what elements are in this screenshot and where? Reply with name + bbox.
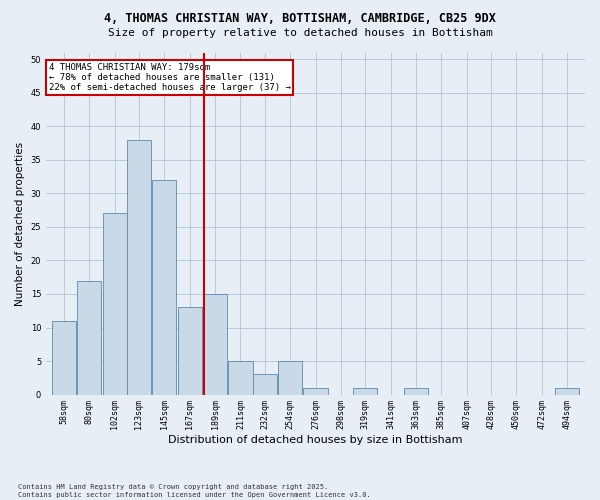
Bar [278, 361, 302, 394]
Text: 4 THOMAS CHRISTIAN WAY: 179sqm
← 78% of detached houses are smaller (131)
22% of: 4 THOMAS CHRISTIAN WAY: 179sqm ← 78% of … [49, 62, 290, 92]
Bar [178, 308, 202, 394]
Bar [253, 374, 277, 394]
Bar [404, 388, 428, 394]
Bar [353, 388, 377, 394]
Bar [304, 388, 328, 394]
X-axis label: Distribution of detached houses by size in Bottisham: Distribution of detached houses by size … [168, 435, 463, 445]
Bar [127, 140, 151, 394]
Bar [229, 361, 253, 394]
Bar [52, 321, 76, 394]
Bar [152, 180, 176, 394]
Bar [555, 388, 580, 394]
Text: 4, THOMAS CHRISTIAN WAY, BOTTISHAM, CAMBRIDGE, CB25 9DX: 4, THOMAS CHRISTIAN WAY, BOTTISHAM, CAMB… [104, 12, 496, 26]
Bar [203, 294, 227, 394]
Bar [77, 280, 101, 394]
Bar [103, 214, 127, 394]
Y-axis label: Number of detached properties: Number of detached properties [15, 142, 25, 306]
Text: Size of property relative to detached houses in Bottisham: Size of property relative to detached ho… [107, 28, 493, 38]
Text: Contains HM Land Registry data © Crown copyright and database right 2025.
Contai: Contains HM Land Registry data © Crown c… [18, 484, 371, 498]
